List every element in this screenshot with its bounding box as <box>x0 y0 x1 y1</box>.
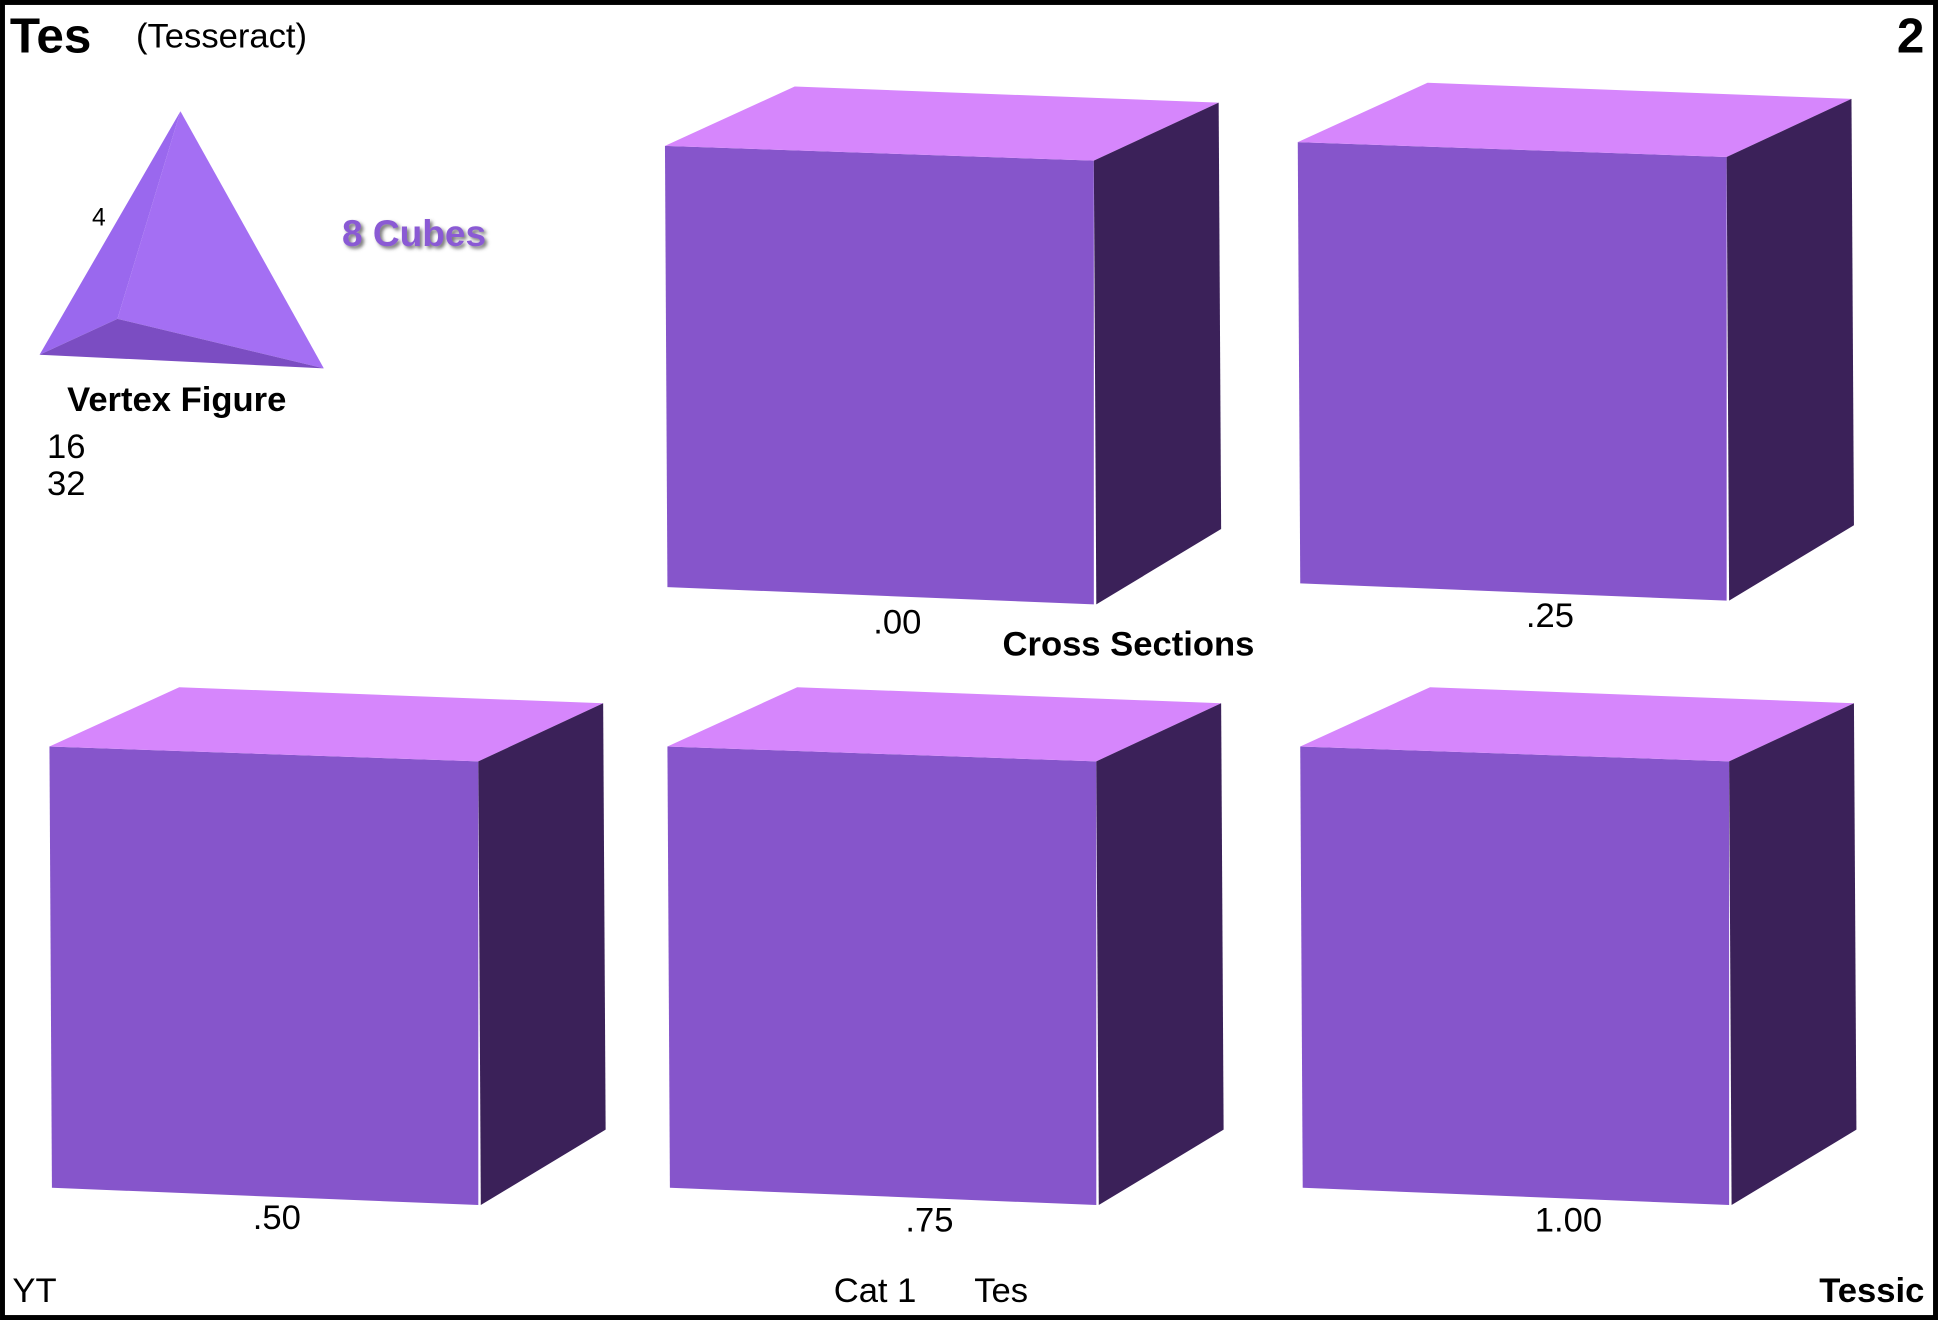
count: 16 <box>47 428 85 466</box>
vertex-figure-title: Vertex Figure <box>67 381 286 419</box>
cells: 8 Cubes <box>342 212 486 254</box>
footer-category: Cat 1 <box>834 1272 917 1310</box>
cube-top <box>667 687 1222 762</box>
cube-front <box>1297 142 1727 601</box>
cube-front <box>664 145 1094 605</box>
tetra-face <box>39 111 181 355</box>
cube-side <box>1726 98 1854 601</box>
footer-left: YT <box>12 1272 56 1310</box>
cube-side <box>1093 102 1222 605</box>
cube-front <box>49 746 479 1206</box>
cross-section-cubes <box>49 82 1857 1206</box>
count: 32 <box>47 465 85 503</box>
cross-section-label: .50 <box>253 1199 301 1237</box>
cube-top <box>664 86 1219 161</box>
cross-section-label: .75 <box>905 1202 953 1240</box>
cube-top <box>49 687 604 762</box>
vertex-figure <box>39 111 324 369</box>
cube-top <box>1300 687 1854 762</box>
tetra-face <box>39 318 324 369</box>
footer-right: Tessic <box>1819 1272 1924 1310</box>
footer-abbrev: Tes <box>974 1272 1028 1310</box>
cross-section-label: .00 <box>873 603 921 641</box>
tetra-face <box>117 111 324 369</box>
cross-sections-title: Cross Sections <box>1003 626 1255 664</box>
full-name: (Tesseract) <box>136 17 307 55</box>
cross-section-label: .25 <box>1526 597 1574 635</box>
edge-label: 4 <box>92 204 106 231</box>
cube-side <box>1096 703 1224 1206</box>
cube-side <box>1729 703 1857 1206</box>
cube-side <box>478 703 606 1206</box>
cube-front <box>667 746 1097 1206</box>
abbrev: Tes <box>10 9 92 64</box>
cube-front <box>1300 746 1730 1206</box>
card-number: 2 <box>1897 9 1925 64</box>
cube-top <box>1297 82 1852 157</box>
cross-section-label: 1.00 <box>1535 1202 1602 1240</box>
